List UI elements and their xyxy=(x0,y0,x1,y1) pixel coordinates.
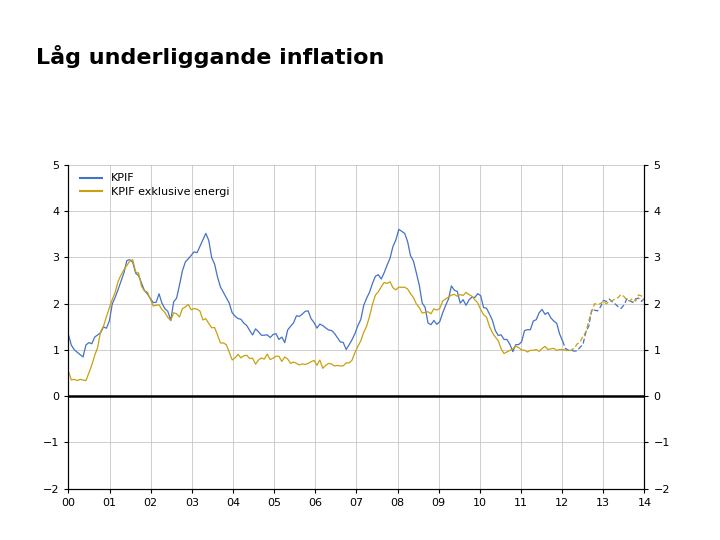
Text: Årlig procentuell förändring, KPIFär KPI med fast bostadsränta.: Årlig procentuell förändring, KPIFär KPI… xyxy=(11,521,317,533)
Text: Källor: SCB och Riksbanken: Källor: SCB och Riksbanken xyxy=(575,522,709,532)
Legend: KPIF, KPIF exklusive energi: KPIF, KPIF exklusive energi xyxy=(80,173,230,197)
Text: Låg underliggande inflation: Låg underliggande inflation xyxy=(36,44,384,68)
Text: SVERIGES
RIKSBANK: SVERIGES RIKSBANK xyxy=(648,44,688,57)
